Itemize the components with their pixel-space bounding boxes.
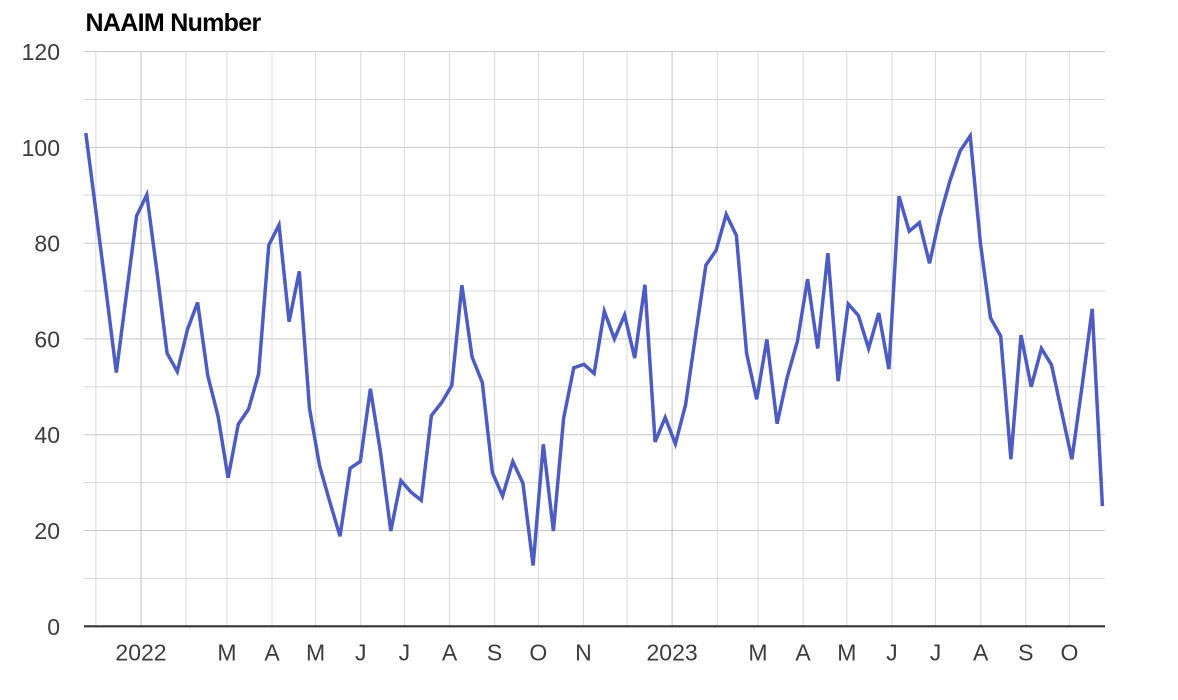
svg-text:J: J xyxy=(399,640,411,666)
svg-text:O: O xyxy=(1060,640,1078,666)
svg-text:A: A xyxy=(264,640,280,666)
svg-text:J: J xyxy=(355,640,367,666)
svg-text:60: 60 xyxy=(34,326,60,352)
svg-text:N: N xyxy=(575,640,592,666)
svg-text:O: O xyxy=(529,640,547,666)
svg-text:J: J xyxy=(886,640,898,666)
svg-text:20: 20 xyxy=(34,518,60,544)
svg-text:M: M xyxy=(748,640,767,666)
svg-text:A: A xyxy=(795,640,811,666)
svg-text:M: M xyxy=(306,640,325,666)
svg-text:120: 120 xyxy=(22,39,60,65)
svg-text:M: M xyxy=(217,640,236,666)
svg-text:80: 80 xyxy=(34,231,60,257)
svg-text:2022: 2022 xyxy=(115,640,166,666)
svg-text:100: 100 xyxy=(22,135,60,161)
svg-text:M: M xyxy=(837,640,856,666)
svg-text:0: 0 xyxy=(47,614,60,640)
svg-text:J: J xyxy=(930,640,942,666)
svg-text:2023: 2023 xyxy=(647,640,698,666)
svg-text:NAAIM Number: NAAIM Number xyxy=(86,9,262,37)
svg-text:A: A xyxy=(973,640,989,666)
svg-text:S: S xyxy=(1018,640,1033,666)
svg-text:S: S xyxy=(487,640,502,666)
svg-text:A: A xyxy=(442,640,458,666)
svg-text:40: 40 xyxy=(34,422,60,448)
